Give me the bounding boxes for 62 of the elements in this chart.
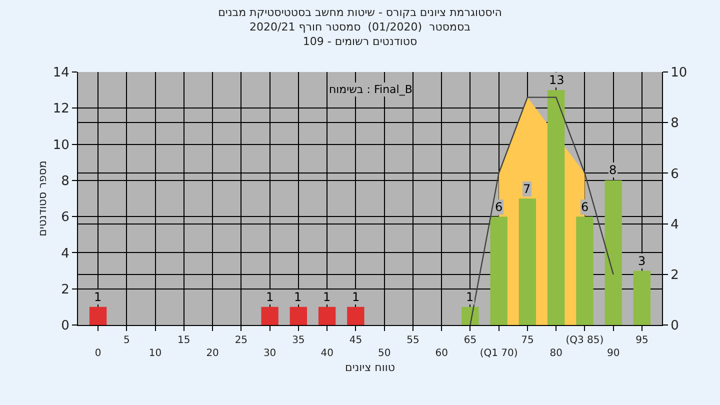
x-tick-label: 5	[123, 335, 130, 346]
x-tick-label: 50	[378, 348, 391, 359]
x-tick-label: 15	[178, 335, 190, 346]
chart-title: היסטוגרמת ציונים בקורס - שיטות מחשב בסטטיסטיקת מבנים בסמסטר (01/2020) סמסטר חורף 2020/21 סטודנטים רשומים - 109	[218, 6, 502, 48]
y-tick-label: 0	[61, 318, 70, 334]
data-label: 13	[549, 73, 564, 87]
y-tick-label: 4	[61, 246, 70, 262]
x-tick-label: 10	[148, 348, 162, 359]
x-tick-label: 0	[94, 348, 102, 359]
x-tick-label: (Q3 85)	[566, 335, 604, 346]
bar	[633, 270, 651, 325]
x-tick-label: 90	[606, 348, 620, 359]
data-label: 8	[609, 163, 617, 177]
bar	[462, 306, 479, 325]
bar	[318, 306, 336, 325]
bar	[547, 90, 565, 325]
x-tick-label: 80	[550, 348, 562, 359]
data-label: 1	[294, 290, 302, 304]
data-label: 3	[638, 254, 646, 268]
x-tick-label: (Q1 70)	[480, 348, 518, 359]
x-tick-label: 75	[521, 335, 534, 346]
y-tick-label: 8	[61, 174, 70, 189]
bar	[490, 216, 508, 325]
x-tick-label: 40	[320, 348, 334, 359]
y2-tick-label: 8	[670, 116, 679, 132]
bar	[604, 180, 622, 325]
y-tick-label: 6	[61, 210, 70, 226]
x-tick-label: 35	[292, 335, 305, 346]
y2-tick-label: 0	[670, 318, 679, 334]
y-axis-title: מספר סטודנטים	[36, 160, 49, 236]
annotation: בשימוח : Final_B	[329, 83, 412, 96]
x-tick-label: 45	[349, 335, 362, 346]
data-label: 1	[352, 290, 360, 304]
x-tick-label: 30	[263, 348, 276, 359]
x-tick-label: 60	[435, 348, 448, 359]
bar	[290, 306, 308, 325]
y-tick-label: 14	[52, 66, 70, 81]
data-label: 1	[466, 290, 474, 304]
bar	[347, 306, 364, 325]
data-label: 1	[94, 290, 102, 304]
x-tick-label: 20	[206, 348, 219, 359]
data-label: 7	[523, 182, 531, 196]
bar	[576, 216, 594, 325]
x-tick-label: 55	[406, 335, 420, 346]
y-tick-label: 12	[52, 102, 70, 117]
x-axis-title: טווח ציונים	[345, 361, 395, 374]
y2-tick-label: 2	[670, 268, 679, 283]
y2-tick-label: 6	[670, 166, 679, 182]
data-label: 6	[581, 200, 589, 214]
x-tick-label: 95	[636, 335, 648, 346]
y-tick-label: 10	[52, 138, 70, 153]
x-tick-label: 65	[464, 335, 477, 346]
y-tick-label: 2	[61, 282, 70, 298]
data-label: 1	[323, 290, 331, 304]
bar	[261, 306, 278, 325]
data-label: 6	[495, 200, 503, 214]
bar	[89, 306, 107, 325]
y2-tick-label: 4	[670, 217, 679, 232]
y2-tick-label: 10	[670, 66, 688, 81]
bar	[518, 198, 536, 325]
x-tick-label: 25	[234, 335, 248, 346]
data-label: 1	[266, 290, 274, 304]
